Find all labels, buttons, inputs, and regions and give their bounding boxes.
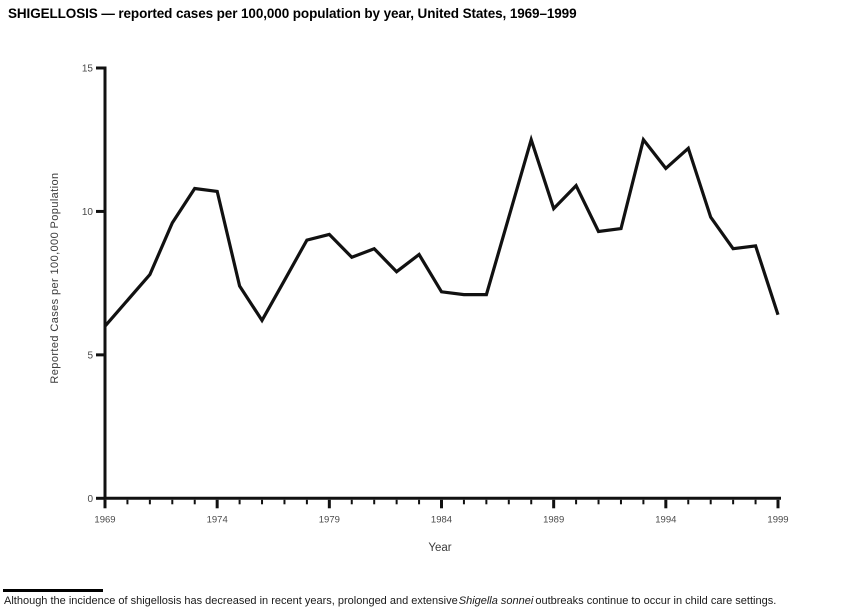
x-tick-label: 1979 <box>319 514 340 525</box>
y-tick-label: 15 <box>82 64 94 75</box>
x-tick-label: 1994 <box>655 514 676 525</box>
y-tick-label: 0 <box>87 494 93 505</box>
footnote-species-italic: Shigella sonnei <box>458 595 534 607</box>
x-tick-label: 1999 <box>767 514 788 525</box>
chart-title: SHIGELLOSIS — reported cases per 100,000… <box>8 6 577 21</box>
y-axis-title: Reported Cases per 100,000 Population <box>49 172 61 384</box>
footnote-text-before: Although the incidence of shigellosis ha… <box>4 595 458 607</box>
y-tick-label: 10 <box>82 207 94 218</box>
x-tick-label: 1989 <box>543 514 564 525</box>
x-tick-label: 1969 <box>94 514 115 525</box>
footnote: Although the incidence of shigellosis ha… <box>4 595 858 607</box>
footnote-text-after: outbreaks continue to occur in child car… <box>535 595 777 607</box>
y-tick-label: 5 <box>87 350 93 361</box>
data-line-reported-cases <box>103 134 780 328</box>
x-tick-label: 1984 <box>431 514 452 525</box>
x-axis-title: Year <box>428 542 452 554</box>
footnote-rule <box>3 589 103 592</box>
x-tick-label: 1974 <box>207 514 228 525</box>
shigellosis-line-chart: 0 5 10 15 1969 1974 1979 1984 1989 1994 1999 <box>82 64 789 526</box>
